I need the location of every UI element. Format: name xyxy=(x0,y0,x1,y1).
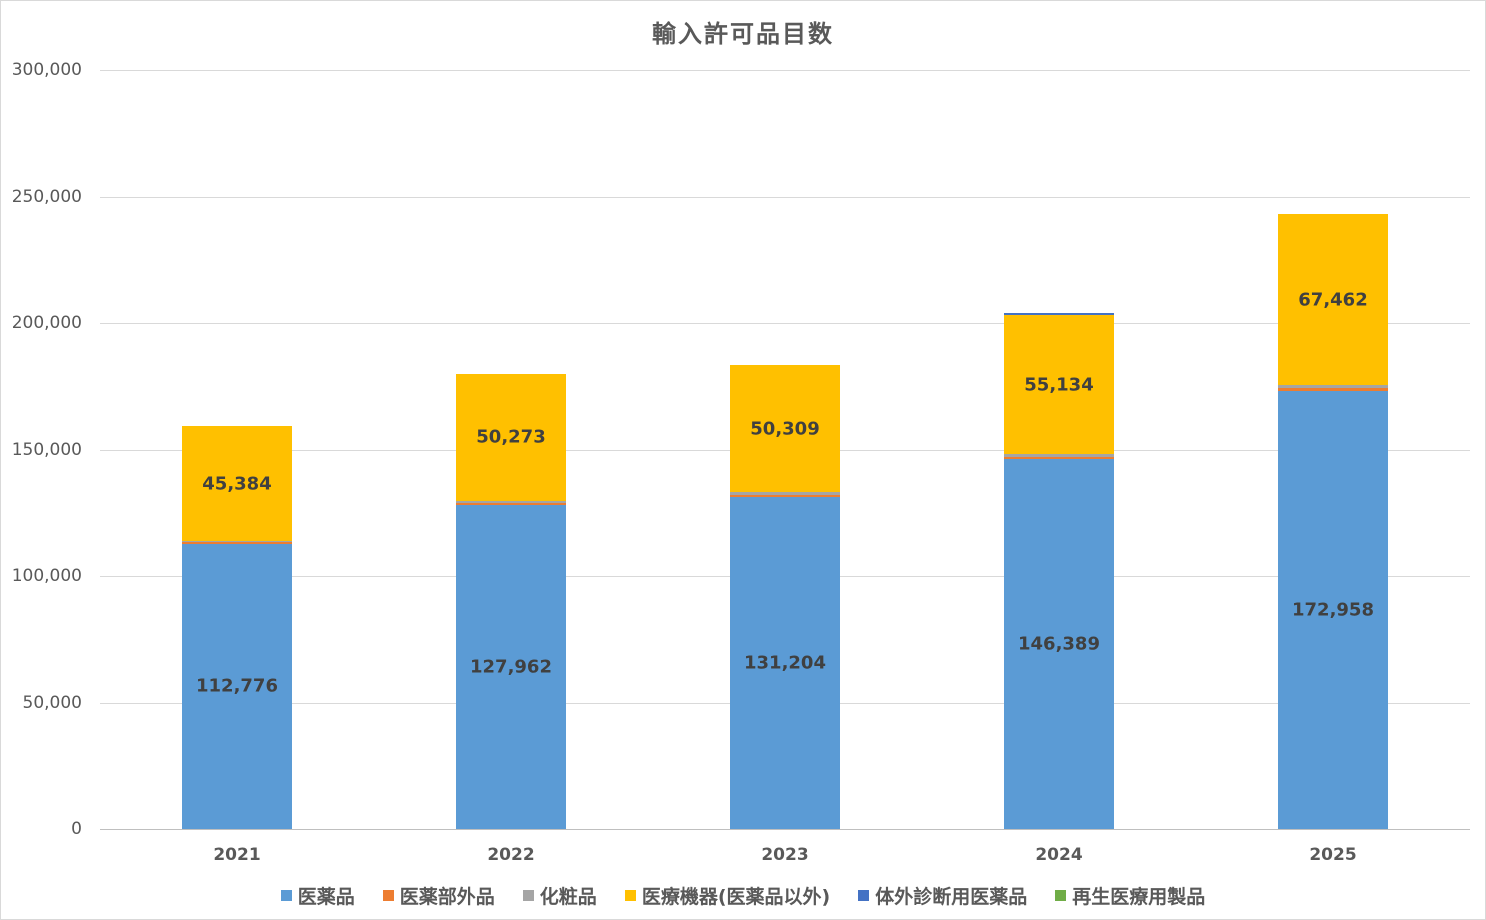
bar-2023: 131,204 50,309 xyxy=(730,365,840,829)
y-tick-label: 300,000 xyxy=(11,60,82,80)
x-tick-label: 2021 xyxy=(213,845,261,865)
x-tick-label: 2024 xyxy=(1035,845,1083,865)
bar-2024: 146,389 55,134 xyxy=(1004,312,1114,829)
bar-segment xyxy=(1004,454,1114,457)
bar-segment: 50,309 xyxy=(730,365,840,493)
legend-item: 体外診断用医薬品 xyxy=(858,882,1027,909)
bar-segment xyxy=(1278,385,1388,389)
y-tick-label: 150,000 xyxy=(11,439,82,460)
bar-segment xyxy=(1004,312,1114,315)
x-tick-label: 2025 xyxy=(1309,845,1357,865)
data-label: 45,384 xyxy=(202,473,272,495)
legend-label: 医薬部外品 xyxy=(399,886,495,908)
bar-segment: 127,962 xyxy=(456,505,566,829)
data-label: 131,204 xyxy=(744,652,826,674)
data-label: 172,958 xyxy=(1292,599,1374,621)
x-tick-label: 2022 xyxy=(487,845,535,865)
data-label: 67,462 xyxy=(1298,289,1368,311)
bar-segment: 67,462 xyxy=(1278,214,1388,386)
plot-area: 112,776 45,384 127,962 50,273 131,204 50,309 1… xyxy=(100,70,1470,830)
chart-title: 輸入許可品目数 xyxy=(652,20,834,48)
legend-swatch-icon xyxy=(280,890,292,901)
legend: 医薬品 医薬部外品 化粧品 医療機器(医薬品以外) 体外診断用医薬品 再生医療用製品 xyxy=(0,882,1486,909)
legend-swatch-icon xyxy=(382,890,394,901)
bar-segment: 131,204 xyxy=(730,497,840,829)
legend-swatch-icon xyxy=(858,890,870,901)
legend-label: 体外診断用医薬品 xyxy=(875,886,1028,908)
bar-segment xyxy=(182,540,292,543)
legend-swatch-icon xyxy=(624,890,636,901)
bar-segment xyxy=(730,494,840,498)
bar-segment: 45,384 xyxy=(182,426,292,541)
bar-segment xyxy=(182,542,292,544)
data-label: 55,134 xyxy=(1024,374,1094,396)
legend-label: 医薬品 xyxy=(297,886,355,908)
data-label: 50,309 xyxy=(750,418,820,440)
bar-segment: 50,273 xyxy=(456,373,566,501)
legend-label: 化粧品 xyxy=(539,886,597,908)
bar-segment xyxy=(456,503,566,506)
legend-item: 医薬品 xyxy=(280,882,355,909)
gridline xyxy=(100,323,1470,324)
data-label: 146,389 xyxy=(1018,633,1100,655)
legend-item: 再生医療用製品 xyxy=(1055,882,1205,909)
bar-2021: 112,776 45,384 xyxy=(182,426,292,829)
bar-segment: 112,776 xyxy=(182,543,292,829)
bar-segment xyxy=(456,500,566,504)
gridline xyxy=(100,196,1470,198)
bar-segment: 55,134 xyxy=(1004,314,1114,455)
bar-2022: 127,962 50,273 xyxy=(456,373,566,829)
legend-item: 医薬部外品 xyxy=(382,882,495,909)
legend-label: 再生医療用製品 xyxy=(1072,886,1206,908)
data-label: 50,273 xyxy=(476,426,546,448)
legend-item: 医療機器(医薬品以外) xyxy=(624,882,831,909)
x-axis-line xyxy=(100,829,1470,830)
legend-item: 化粧品 xyxy=(522,882,597,909)
y-tick-label: 200,000 xyxy=(11,313,82,333)
legend-label: 医療機器(医薬品以外) xyxy=(641,886,831,908)
bar-segment xyxy=(1278,388,1388,392)
bar-segment xyxy=(730,492,840,495)
x-tick-label: 2023 xyxy=(761,845,809,865)
legend-swatch-icon xyxy=(522,890,534,901)
data-label: 112,776 xyxy=(196,675,278,697)
legend-swatch-icon xyxy=(1055,890,1067,901)
y-tick-label: 100,000 xyxy=(11,566,82,586)
bar-segment xyxy=(1004,456,1114,459)
data-label: 127,962 xyxy=(470,656,552,678)
gridline xyxy=(100,70,1470,71)
y-tick-label: 50,000 xyxy=(22,692,82,713)
bar-2025: 172,958 67,462 xyxy=(1278,214,1388,829)
y-tick-label: 0 xyxy=(71,819,82,839)
bar-segment: 146,389 xyxy=(1004,458,1114,829)
y-tick-label: 250,000 xyxy=(11,186,82,207)
bar-segment: 172,958 xyxy=(1278,391,1388,829)
